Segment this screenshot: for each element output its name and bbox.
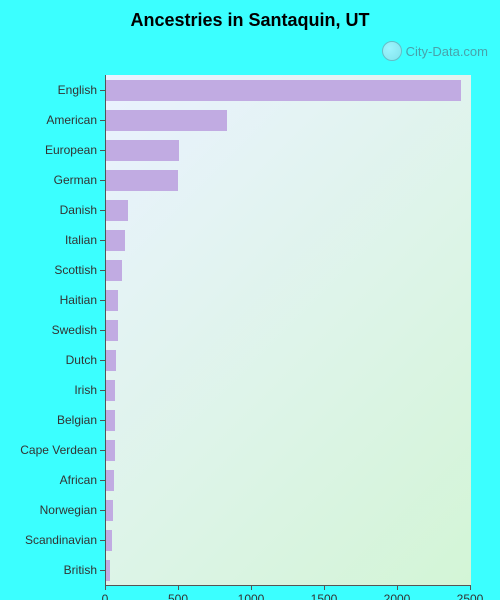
y-axis-label: Danish — [60, 203, 97, 217]
y-axis-label: Scandinavian — [25, 533, 97, 547]
y-axis-label: Cape Verdean — [20, 443, 97, 457]
x-tick-mark — [105, 585, 106, 590]
bar — [106, 260, 122, 281]
y-tick-mark — [100, 420, 105, 421]
y-axis-label: Dutch — [66, 353, 97, 367]
watermark-text: City-Data.com — [406, 44, 488, 59]
y-axis-label: Irish — [74, 383, 97, 397]
y-tick-mark — [100, 150, 105, 151]
bar — [106, 470, 114, 491]
bar — [106, 230, 125, 251]
y-tick-mark — [100, 480, 105, 481]
x-tick-mark — [470, 585, 471, 590]
y-axis-label: Haitian — [60, 293, 97, 307]
bar — [106, 440, 115, 461]
y-tick-mark — [100, 390, 105, 391]
y-tick-mark — [100, 450, 105, 451]
y-tick-mark — [100, 570, 105, 571]
y-axis-label: Italian — [65, 233, 97, 247]
bar — [106, 380, 115, 401]
y-tick-mark — [100, 270, 105, 271]
y-axis-label: Norwegian — [40, 503, 97, 517]
x-axis-label: 2000 — [384, 592, 411, 600]
y-axis-label: Belgian — [57, 413, 97, 427]
y-axis-label: African — [60, 473, 97, 487]
x-axis-label: 2500 — [457, 592, 484, 600]
bar — [106, 350, 116, 371]
x-tick-mark — [324, 585, 325, 590]
chart-container: City-Data.com English American European Ger… — [0, 35, 500, 600]
y-axis-label: English — [58, 83, 97, 97]
y-axis-label: British — [64, 563, 97, 577]
y-tick-mark — [100, 120, 105, 121]
bar — [106, 320, 118, 341]
watermark: City-Data.com — [382, 41, 488, 61]
bar — [106, 530, 112, 551]
x-axis-label: 0 — [102, 592, 109, 600]
y-tick-mark — [100, 300, 105, 301]
y-tick-mark — [100, 510, 105, 511]
chart-title: Ancestries in Santaquin, UT — [0, 0, 500, 35]
globe-icon — [382, 41, 402, 61]
y-tick-mark — [100, 540, 105, 541]
plot-area — [105, 75, 471, 586]
bar — [106, 170, 178, 191]
y-tick-mark — [100, 90, 105, 91]
y-axis-label: German — [54, 173, 97, 187]
bar — [106, 80, 461, 101]
x-tick-mark — [251, 585, 252, 590]
bar — [106, 290, 118, 311]
y-tick-mark — [100, 330, 105, 331]
bar — [106, 410, 115, 431]
bar — [106, 110, 227, 131]
y-axis-label: Swedish — [52, 323, 97, 337]
y-axis-label: Scottish — [54, 263, 97, 277]
y-axis-label: American — [46, 113, 97, 127]
x-axis-label: 1000 — [238, 592, 265, 600]
y-tick-mark — [100, 180, 105, 181]
y-tick-mark — [100, 240, 105, 241]
bar — [106, 500, 113, 521]
y-tick-mark — [100, 360, 105, 361]
x-tick-mark — [397, 585, 398, 590]
y-tick-mark — [100, 210, 105, 211]
bar — [106, 560, 110, 581]
x-axis-label: 500 — [168, 592, 188, 600]
bar — [106, 200, 128, 221]
y-axis-label: European — [45, 143, 97, 157]
x-tick-mark — [178, 585, 179, 590]
x-axis-label: 1500 — [311, 592, 338, 600]
bar — [106, 140, 179, 161]
